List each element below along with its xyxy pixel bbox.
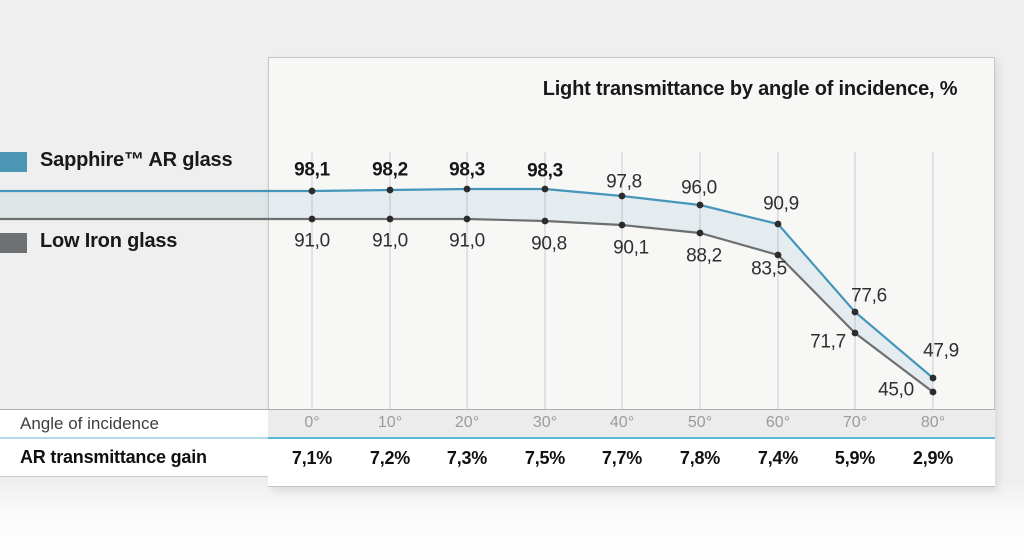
value-label-low-iron-7: 71,7 — [810, 332, 846, 353]
data-point-sapphire-1 — [386, 186, 394, 194]
gain-value-7: 5,9% — [834, 448, 876, 468]
chart-title: Light transmittance by angle of incidenc… — [542, 78, 958, 100]
data-point-sapphire-5 — [696, 201, 704, 209]
data-point-low-iron-3 — [541, 217, 549, 225]
value-label-low-iron-2: 91,0 — [449, 231, 485, 252]
data-point-sapphire-0 — [308, 187, 316, 195]
value-label-low-iron-0: 91,0 — [294, 231, 330, 252]
gain-value-2: 7,3% — [446, 448, 488, 468]
series-line-sapphire — [0, 187, 934, 379]
gain-row-panel-band — [268, 439, 995, 486]
sapphire-legend-swatch — [0, 152, 27, 172]
data-point-low-iron-8 — [929, 388, 937, 396]
data-point-low-iron-4 — [618, 221, 626, 229]
data-point-low-iron-7 — [851, 329, 859, 337]
data-point-low-iron-6 — [774, 251, 782, 259]
sapphire-legend-label: Sapphire™ AR glass — [40, 149, 233, 171]
data-point-sapphire-3 — [541, 185, 549, 193]
value-label-low-iron-6: 83,5 — [751, 259, 787, 280]
data-point-sapphire-4 — [618, 192, 626, 200]
x-axis-row-title: Angle of incidence — [20, 414, 159, 433]
row-divider-accent — [268, 437, 995, 439]
data-point-sapphire-7 — [851, 308, 859, 316]
x-axis-label-7: 70° — [842, 414, 868, 431]
x-axis-label-2: 20° — [454, 414, 480, 431]
low-iron-legend-swatch — [0, 233, 27, 253]
x-axis-label-1: 10° — [377, 414, 403, 431]
value-label-sapphire-6: 90,9 — [763, 194, 799, 215]
gain-row-title: AR transmittance gain — [20, 447, 207, 467]
value-label-low-iron-3: 90,8 — [531, 234, 567, 255]
data-point-low-iron-1 — [386, 215, 394, 223]
series-line-low-iron — [0, 217, 934, 393]
gain-value-1: 7,2% — [369, 448, 411, 468]
gain-value-6: 7,4% — [757, 448, 799, 468]
data-point-sapphire-6 — [774, 220, 782, 228]
x-axis-label-6: 60° — [765, 414, 791, 431]
gain-value-0: 7,1% — [291, 448, 333, 468]
data-point-sapphire-8 — [929, 374, 937, 382]
value-label-sapphire-4: 97,8 — [606, 172, 642, 193]
x-axis-label-3: 30° — [532, 414, 558, 431]
row-divider-accent-left — [0, 437, 268, 439]
data-point-low-iron-0 — [308, 215, 316, 223]
gain-band-fill — [0, 189, 933, 392]
value-label-sapphire-7: 77,6 — [851, 286, 887, 307]
x-axis-label-4: 40° — [609, 414, 635, 431]
value-label-low-iron-1: 91,0 — [372, 231, 408, 252]
gain-value-4: 7,7% — [601, 448, 643, 468]
x-axis-label-5: 50° — [687, 414, 713, 431]
data-point-sapphire-2 — [463, 185, 471, 193]
data-point-low-iron-5 — [696, 229, 704, 237]
low-iron-legend-label: Low Iron glass — [40, 230, 178, 252]
value-label-sapphire-1: 98,2 — [372, 160, 408, 181]
gain-value-5: 7,8% — [679, 448, 721, 468]
value-label-low-iron-5: 88,2 — [686, 246, 722, 267]
value-label-sapphire-2: 98,3 — [449, 160, 485, 181]
value-label-sapphire-5: 96,0 — [681, 178, 717, 199]
value-label-sapphire-8: 47,9 — [923, 341, 959, 362]
value-label-sapphire-0: 98,1 — [294, 160, 331, 181]
x-axis-line — [0, 409, 995, 410]
gain-value-8: 2,9% — [912, 448, 954, 468]
angle-row-left-band — [0, 410, 268, 437]
data-point-low-iron-2 — [463, 215, 471, 223]
x-axis-label-8: 80° — [920, 414, 946, 431]
value-label-low-iron-4: 90,1 — [613, 238, 649, 259]
angle-row-panel-band — [268, 410, 995, 437]
x-axis-label-0: 0° — [304, 414, 320, 431]
gain-row-left-band — [0, 439, 268, 477]
gain-value-3: 7,5% — [524, 448, 566, 468]
value-label-sapphire-3: 98,3 — [527, 161, 563, 182]
value-label-low-iron-8: 45,0 — [878, 380, 914, 401]
